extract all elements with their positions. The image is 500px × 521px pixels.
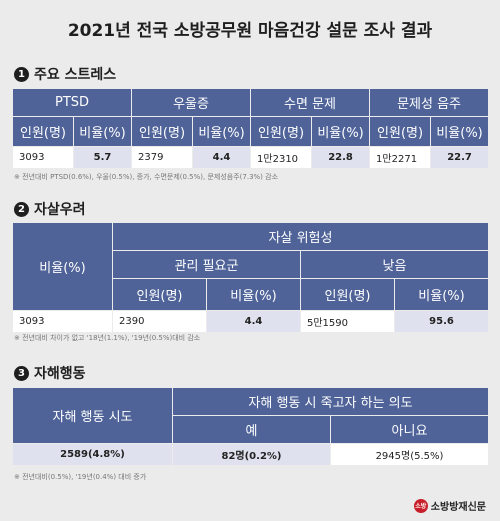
cell-value: 95.6 xyxy=(394,310,489,333)
header-low: 낮음 xyxy=(300,250,489,279)
section-number-badge: 1 xyxy=(14,66,29,82)
selfharm-table: 자해 행동 시도 자해 행동 시 죽고자 하는 의도 예 아니요 2589(4.… xyxy=(12,387,489,466)
cell-value: 4.4 xyxy=(206,310,301,333)
header-risk: 자살 위험성 xyxy=(112,222,489,251)
sub-header: 비율(%) xyxy=(311,116,371,147)
cell-value: 4.4 xyxy=(192,146,252,169)
header-depression: 우울증 xyxy=(131,88,252,117)
header-intent: 자해 행동 시 죽고자 하는 의도 xyxy=(172,387,489,416)
section-title: 자해행동 xyxy=(34,366,86,382)
cell-value: 5만1590 xyxy=(300,310,395,333)
cell-value: 22.8 xyxy=(311,146,371,169)
header-sleep: 수면 문제 xyxy=(250,88,371,117)
sub-header: 비율(%) xyxy=(394,278,489,311)
section-heading-stress: 1 주요 스트레스 xyxy=(14,64,116,84)
header-ptsd: PTSD xyxy=(11,88,133,117)
section-number-badge: 3 xyxy=(14,365,29,381)
cell-value: 3093 xyxy=(12,146,74,169)
section-title: 자살우려 xyxy=(34,202,86,218)
header-attempt: 자해 행동 시도 xyxy=(12,387,173,444)
table-row: 3093 2390 4.4 5만1590 95.6 xyxy=(12,310,489,333)
section-number-badge: 2 xyxy=(14,201,29,217)
cell-value: 2589(4.8%) xyxy=(12,443,173,466)
publisher-logo: 소방 소방방재신문 xyxy=(413,498,486,513)
suicide-table: 비율(%) 자살 위험성 관리 필요군 낮음 인원(명) 비율(%) 인원(명)… xyxy=(12,222,489,333)
cell-value: 82명(0.2%) xyxy=(172,443,331,466)
header-no: 아니요 xyxy=(330,415,489,444)
header-ratio: 비율(%) xyxy=(12,222,113,311)
footnote: ※ 전년대비(0.5%), '19년(0.4%) 대비 증가 xyxy=(14,473,147,481)
sub-header: 인원(명) xyxy=(131,116,194,147)
table-row: 2589(4.8%) 82명(0.2%) 2945명(5.5%) xyxy=(12,443,489,466)
footnote: ※ 전년대비 차이가 없고 '18년(1.1%), '19년(0.5%)대비 감… xyxy=(14,334,201,342)
cell-value: 2390 xyxy=(112,310,207,333)
header-yes: 예 xyxy=(172,415,331,444)
cell-value: 1만2271 xyxy=(369,146,432,169)
cell-value: 2945명(5.5%) xyxy=(330,443,489,466)
sub-header: 비율(%) xyxy=(430,116,490,147)
sub-header: 인원(명) xyxy=(12,116,74,147)
cell-value: 2379 xyxy=(131,146,194,169)
header-management-needed: 관리 필요군 xyxy=(112,250,301,279)
logo-text: 소방방재신문 xyxy=(430,502,486,513)
cell-value: 5.7 xyxy=(72,146,133,169)
sub-header: 인원(명) xyxy=(250,116,313,147)
section-heading-selfharm: 3 자해행동 xyxy=(14,363,86,383)
page-title: 2021년 전국 소방공무원 마음건강 설문 조사 결과 xyxy=(67,21,433,41)
footnote: ※ 전년대비 PTSD(0.6%), 우울(0.5%), 증가, 수면문제(0.… xyxy=(14,173,279,181)
cell-value: 22.7 xyxy=(430,146,490,169)
table-row: 3093 5.7 2379 4.4 1만2310 22.8 1만2271 22.… xyxy=(12,146,490,169)
stress-table: PTSD 우울증 수면 문제 문제성 음주 인원(명) 비율(%) 인원(명) … xyxy=(11,88,490,169)
sub-header: 비율(%) xyxy=(206,278,301,311)
sub-header: 비율(%) xyxy=(192,116,252,147)
logo-mark-icon: 소방 xyxy=(413,498,428,513)
cell-value: 1만2310 xyxy=(250,146,313,169)
sub-header: 인원(명) xyxy=(369,116,432,147)
sub-header: 인원(명) xyxy=(300,278,395,311)
cell-value: 3093 xyxy=(12,310,113,333)
section-heading-suicide: 2 자살우려 xyxy=(14,199,86,219)
header-drinking: 문제성 음주 xyxy=(369,88,490,117)
section-title: 주요 스트레스 xyxy=(34,67,117,83)
sub-header: 인원(명) xyxy=(112,278,207,311)
sub-header: 비율(%) xyxy=(72,116,133,147)
